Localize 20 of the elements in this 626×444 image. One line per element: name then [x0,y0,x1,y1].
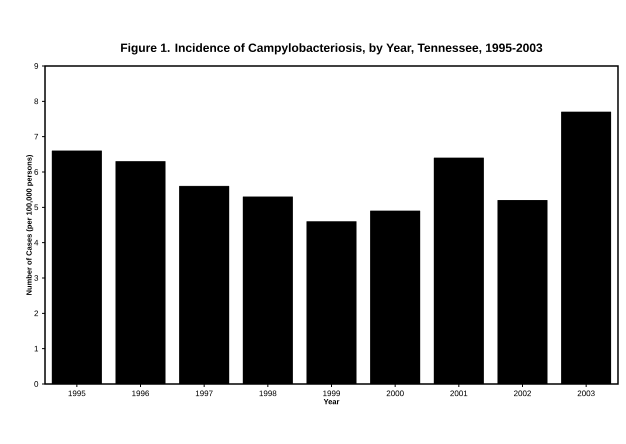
x-tick-label: 1996 [132,390,150,396]
x-tick-label: 1998 [260,390,276,396]
y-tick-label: 8 [34,98,38,104]
y-tick-label: 0 [34,381,38,387]
x-tick-label: 1995 [68,390,86,396]
x-tick-label: 2001 [450,390,468,396]
y-tick-label: 1 [34,346,38,352]
x-tick-label: 2000 [386,390,404,396]
chart-title: Figure 1. Incidence of Campylobacteriosis, by Year, Tennessee, 1995-2003 [121,43,542,54]
x-tick-label: 2003 [578,390,595,396]
y-tick-label: 9 [34,63,38,69]
y-tick-label: 6 [34,169,38,175]
x-tick-label: 1999 [323,390,340,396]
y-tick-label: 5 [34,204,38,210]
x-tick-label: 1997 [196,390,213,396]
y-tick-label: 2 [34,310,38,316]
y-tick-label: 7 [34,134,38,140]
y-tick-label: 4 [34,240,38,246]
y-tick-label: 3 [34,275,38,281]
x-tick-label: 2002 [514,390,531,396]
